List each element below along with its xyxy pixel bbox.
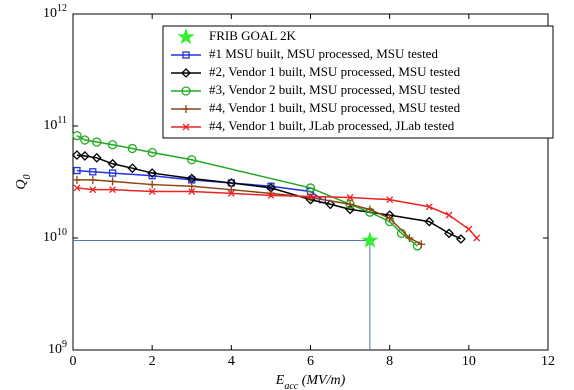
legend-label: #2, Vendor 1 built, MSU processed, MSU t…: [209, 64, 461, 79]
marker: [177, 27, 195, 45]
marker: [72, 175, 81, 184]
legend-label: #4, Vendor 1 built, MSU processed, MSU t…: [209, 100, 461, 115]
marker: [346, 194, 354, 201]
marker: [182, 123, 190, 131]
x-tick-label: 4: [228, 354, 235, 369]
marker: [148, 180, 157, 189]
marker: [424, 216, 435, 227]
marker: [72, 150, 82, 160]
marker: [365, 205, 374, 214]
x-axis-label: Eacc (MV/m): [275, 373, 346, 390]
marker: [127, 163, 138, 174]
marker: [91, 152, 102, 163]
y-tick-label: 1012: [43, 3, 67, 21]
legend-label: #3, Vendor 2 built, MSU processed, MSU t…: [209, 82, 461, 97]
marker: [346, 200, 355, 209]
legend-label: FRIB GOAL 2K: [209, 28, 297, 43]
legend-label: #1 MSU built, MSU processed, MSU tested: [209, 46, 438, 61]
marker: [181, 86, 191, 96]
series-line: [76, 169, 323, 201]
marker: [361, 231, 379, 248]
marker: [306, 193, 315, 202]
marker: [72, 131, 82, 141]
legend-label: #4, Vendor 1 built, JLab processed, JLab…: [209, 118, 455, 133]
x-tick-label: 12: [541, 354, 555, 369]
marker: [127, 143, 138, 154]
marker: [385, 214, 394, 223]
marker: [425, 203, 433, 211]
marker: [227, 189, 235, 197]
marker: [181, 68, 191, 78]
marker: [187, 155, 197, 165]
marker: [147, 147, 157, 158]
marker: [473, 234, 481, 242]
x-tick-label: 0: [70, 354, 77, 369]
y-axis-label: Q0: [14, 174, 33, 189]
marker: [88, 175, 97, 184]
y-tick-label: 109: [48, 339, 67, 357]
marker: [445, 211, 453, 219]
marker: [227, 185, 236, 194]
marker: [92, 137, 102, 147]
marker: [73, 184, 81, 192]
marker: [79, 151, 90, 161]
marker: [108, 177, 117, 186]
marker: [147, 168, 158, 178]
marker: [73, 166, 81, 175]
marker: [465, 225, 473, 233]
marker: [108, 169, 117, 177]
marker: [305, 183, 316, 193]
legend-box: [162, 25, 554, 139]
marker: [405, 234, 414, 242]
x-tick-label: 2: [149, 354, 156, 369]
marker: [386, 196, 394, 204]
y-tick-label: 1010: [43, 227, 67, 245]
marker: [107, 140, 118, 150]
marker: [444, 228, 454, 239]
y-tick-label: 1011: [43, 115, 67, 133]
marker: [307, 192, 314, 200]
marker: [187, 182, 196, 191]
x-tick-label: 10: [462, 354, 476, 369]
marker: [80, 135, 90, 145]
marker: [107, 158, 118, 169]
marker: [89, 168, 97, 176]
marker: [109, 186, 117, 194]
marker: [417, 240, 426, 249]
marker: [89, 186, 97, 194]
marker: [188, 188, 196, 195]
marker: [267, 191, 275, 199]
x-tick-label: 8: [386, 354, 393, 369]
series-line: [76, 154, 462, 240]
series-line: [76, 187, 478, 239]
marker: [455, 234, 466, 244]
marker: [325, 199, 336, 210]
marker: [148, 188, 156, 195]
x-tick-label: 6: [307, 354, 314, 369]
marker: [182, 51, 190, 59]
marker: [182, 105, 190, 113]
